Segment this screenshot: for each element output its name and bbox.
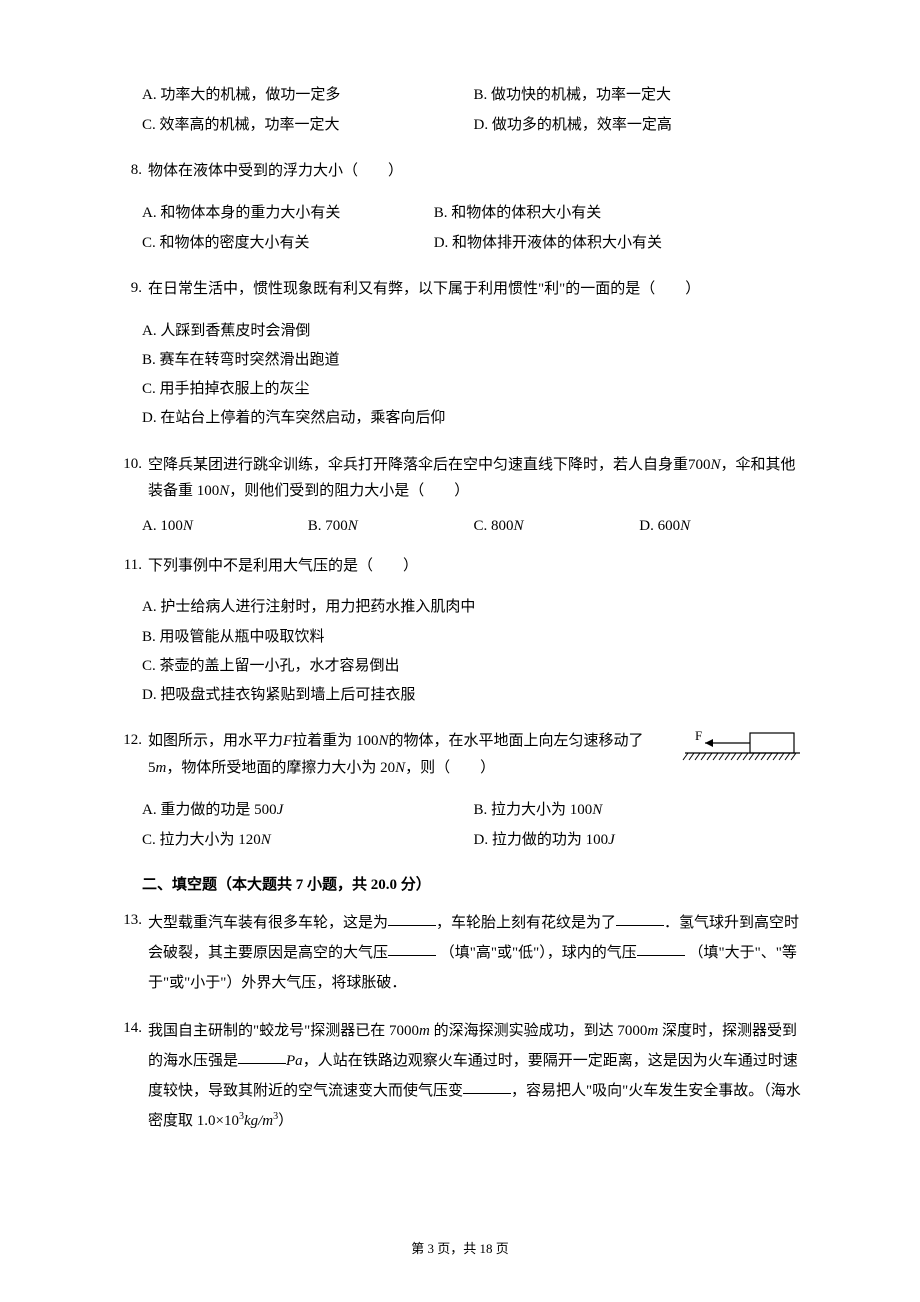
question-12: 12. 如图所示，用水平力F拉着重为 100N的物体，在水平地面上向左匀速移动了… <box>158 728 805 855</box>
question-7-options: A. 功率大的机械，做功一定多 B. 做功快的机械，功率一定大 C. 效率高的机… <box>158 80 805 140</box>
section-2-title: 二、填空题（本大题共 7 小题，共 20.0 分） <box>142 873 805 894</box>
q11-option-c: C. 茶壶的盖上留一小孔，水才容易倒出 <box>142 652 805 681</box>
q9-stem: 在日常生活中，惯性现象既有利又有弊，以下属于利用惯性"利"的一面的是（ ） <box>142 276 805 302</box>
svg-text:F: F <box>695 730 702 743</box>
blank <box>637 942 685 956</box>
q12-stem: 如图所示，用水平力F拉着重为 100N的物体，在水平地面上向左匀速移动了 5m，… <box>148 728 660 781</box>
q9-number: 9. <box>118 276 142 302</box>
page-footer: 第 3 页，共 18 页 <box>0 1238 920 1257</box>
q12-option-b: B. 拉力大小为 100N <box>474 795 806 825</box>
q10-number: 10. <box>118 452 142 478</box>
q10-option-b: B. 700N <box>308 518 474 535</box>
question-13: 13. 大型载重汽车装有很多车轮，这是为，车轮胎上刻有花纹是为了．氢气球升到高空… <box>158 908 805 998</box>
q13-stem: 大型载重汽车装有很多车轮，这是为，车轮胎上刻有花纹是为了．氢气球升到高空时会破裂… <box>142 908 805 998</box>
q11-option-a: A. 护士给病人进行注射时，用力把药水推入肌肉中 <box>142 593 805 622</box>
q10-stem: 空降兵某团进行跳伞训练，伞兵打开降落伞后在空中匀速直线下降时，若人自身重700N… <box>142 452 805 505</box>
q14-stem: 我国自主研制的"蛟龙号"探测器已在 7000m 的深海探测实验成功，到达 700… <box>142 1016 805 1136</box>
q11-option-d: D. 把吸盘式挂衣钩紧贴到墙上后可挂衣服 <box>142 681 805 710</box>
q14-number: 14. <box>118 1016 142 1042</box>
q9-option-c: C. 用手拍掉衣服上的灰尘 <box>142 375 805 404</box>
question-11: 11. 下列事例中不是利用大气压的是（ ） A. 护士给病人进行注射时，用力把药… <box>158 553 805 710</box>
question-10: 10. 空降兵某团进行跳伞训练，伞兵打开降落伞后在空中匀速直线下降时，若人自身重… <box>158 452 805 536</box>
question-8: 8. 物体在液体中受到的浮力大小（ ） A. 和物体本身的重力大小有关 B. 和… <box>158 158 805 258</box>
question-9: 9. 在日常生活中，惯性现象既有利又有弊，以下属于利用惯性"利"的一面的是（ ）… <box>158 276 805 433</box>
q12-option-d: D. 拉力做的功为 100J <box>474 825 806 855</box>
q8-option-b: B. 和物体的体积大小有关 <box>434 198 805 228</box>
q7-option-c: C. 效率高的机械，功率一定大 <box>142 110 474 140</box>
q9-option-a: A. 人踩到香蕉皮时会滑倒 <box>142 317 805 346</box>
q12-option-a: A. 重力做的功是 500J <box>142 795 474 825</box>
q12-number: 12. <box>118 728 142 754</box>
q12-option-c: C. 拉力大小为 120N <box>142 825 474 855</box>
q8-number: 8. <box>118 158 142 184</box>
q8-stem: 物体在液体中受到的浮力大小（ ） <box>142 158 805 184</box>
q10-option-a: A. 100N <box>142 518 308 535</box>
blank <box>616 912 664 926</box>
q11-option-b: B. 用吸管能从瓶中吸取饮料 <box>142 623 805 652</box>
q11-stem: 下列事例中不是利用大气压的是（ ） <box>142 553 805 579</box>
q8-option-d: D. 和物体排开液体的体积大小有关 <box>434 228 805 258</box>
q8-option-a: A. 和物体本身的重力大小有关 <box>142 198 434 228</box>
q7-option-d: D. 做功多的机械，效率一定高 <box>474 110 806 140</box>
q13-number: 13. <box>118 908 142 934</box>
q10-option-d: D. 600N <box>639 518 805 535</box>
question-14: 14. 我国自主研制的"蛟龙号"探测器已在 7000m 的深海探测实验成功，到达… <box>158 1016 805 1136</box>
q7-option-a: A. 功率大的机械，做功一定多 <box>142 80 474 110</box>
q9-option-b: B. 赛车在转弯时突然滑出跑道 <box>142 346 805 375</box>
blank <box>238 1050 286 1064</box>
q9-option-d: D. 在站台上停着的汽车突然启动，乘客向后仰 <box>142 404 805 433</box>
blank <box>388 912 436 926</box>
q11-number: 11. <box>118 553 142 579</box>
q7-option-b: B. 做功快的机械，功率一定大 <box>474 80 806 110</box>
q10-option-c: C. 800N <box>474 518 640 535</box>
blank <box>463 1080 511 1094</box>
q8-option-c: C. 和物体的密度大小有关 <box>142 228 434 258</box>
blank <box>388 942 436 956</box>
q12-figure: F <box>660 728 805 781</box>
